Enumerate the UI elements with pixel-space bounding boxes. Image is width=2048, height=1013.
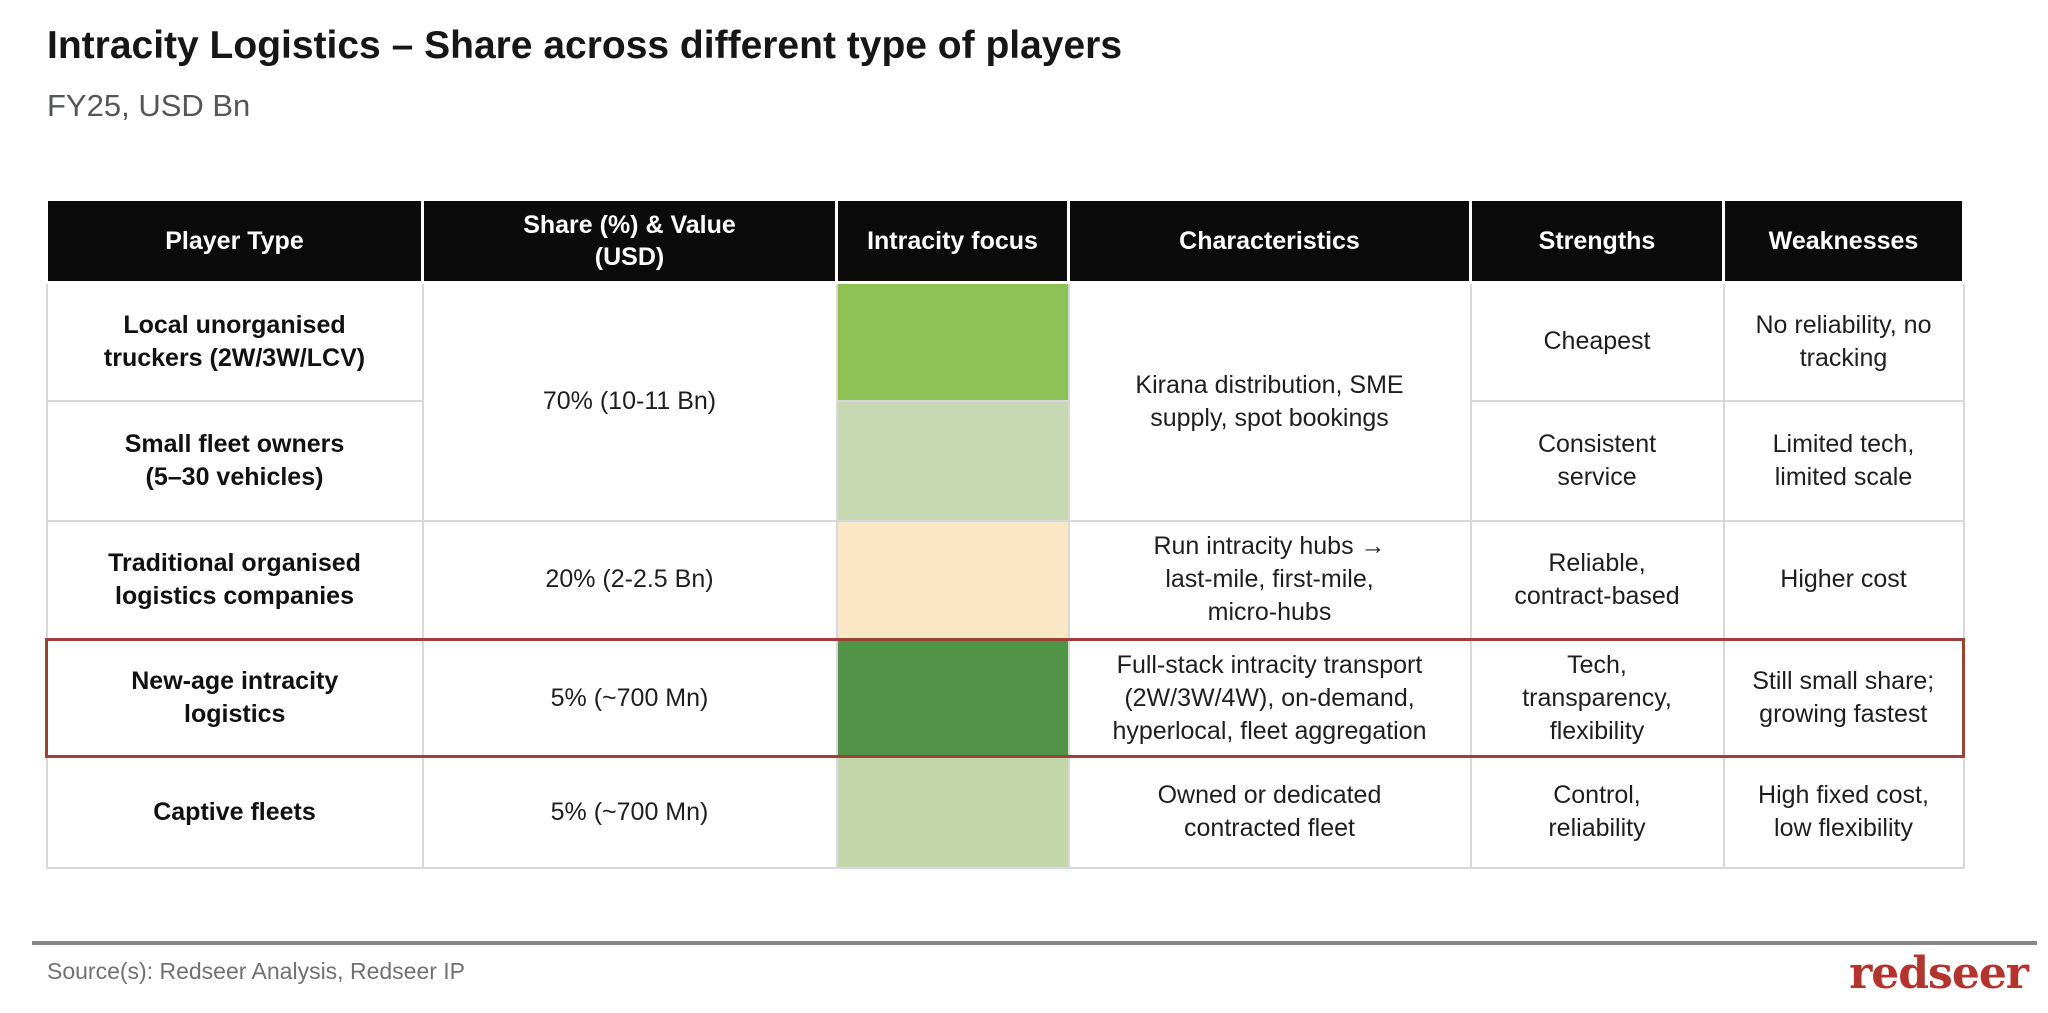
characteristics-cell: Full-stack intracity transport (2W/3W/4W… — [1067, 638, 1472, 758]
players-table: Player Type Share (%) & Value (USD) Intr… — [45, 198, 1965, 869]
page-title: Intracity Logistics – Share across diffe… — [47, 24, 1123, 67]
intracity-focus-swatch-soft-green — [835, 755, 1070, 869]
table-row-traditional-organised: Traditional organised logistics companie… — [45, 519, 1965, 641]
weaknesses-cell: No reliability, no tracking — [1722, 281, 1965, 402]
share-value-cell: 70% (10-11 Bn) — [421, 281, 838, 522]
strengths-cell: Consistent service — [1469, 399, 1725, 522]
table-header-row: Player Type Share (%) & Value (USD) Intr… — [45, 198, 1965, 284]
col-header-characteristics: Characteristics — [1067, 198, 1472, 284]
table-row-new-age-intracity-highlighted: New-age intracity logistics 5% (~700 Mn)… — [45, 638, 1965, 758]
col-header-share-value: Share (%) & Value (USD) — [421, 198, 838, 284]
intracity-focus-swatch-light-green — [835, 399, 1070, 522]
share-value-cell: 5% (~700 Mn) — [421, 638, 838, 758]
strengths-cell: Control, reliability — [1469, 755, 1725, 869]
player-type-cell: Local unorganised truckers (2W/3W/LCV) — [45, 281, 424, 402]
col-header-weaknesses: Weaknesses — [1722, 198, 1965, 284]
strengths-cell: Reliable, contract-based — [1469, 519, 1725, 641]
strengths-cell: Tech, transparency, flexibility — [1469, 638, 1725, 758]
player-type-cell: New-age intracity logistics — [45, 638, 424, 758]
intracity-focus-swatch-bright-green — [835, 281, 1070, 402]
strengths-cell: Cheapest — [1469, 281, 1725, 402]
player-type-cell: Small fleet owners (5–30 vehicles) — [45, 399, 424, 522]
player-type-cell: Traditional organised logistics companie… — [45, 519, 424, 641]
footer-divider — [32, 941, 2037, 945]
intracity-focus-swatch-cream — [835, 519, 1070, 641]
redseer-logo: redseer — [1849, 948, 2029, 999]
table-row-small-fleet-owners: Small fleet owners (5–30 vehicles) Consi… — [45, 399, 1965, 522]
characteristics-cell: Kirana distribution, SME supply, spot bo… — [1067, 281, 1472, 522]
col-header-intracity-focus: Intracity focus — [835, 198, 1070, 284]
table-row-local-unorganised-truckers: Local unorganised truckers (2W/3W/LCV) 7… — [45, 281, 1965, 522]
table-row-captive-fleets: Captive fleets 5% (~700 Mn) Owned or ded… — [45, 755, 1965, 869]
share-value-cell: 5% (~700 Mn) — [421, 755, 838, 869]
share-value-cell: 20% (2-2.5 Bn) — [421, 519, 838, 641]
col-header-player-type: Player Type — [45, 198, 424, 284]
characteristics-cell: Run intracity hubs → last-mile, first-mi… — [1067, 519, 1472, 641]
source-note: Source(s): Redseer Analysis, Redseer IP — [47, 958, 466, 984]
weaknesses-cell: High fixed cost, low flexibility — [1722, 755, 1965, 869]
col-header-strengths: Strengths — [1469, 198, 1725, 284]
intracity-focus-swatch-dark-green — [835, 638, 1070, 758]
weaknesses-cell: Still small share; growing fastest — [1722, 638, 1965, 758]
page-subtitle: FY25, USD Bn — [47, 88, 251, 123]
weaknesses-cell: Limited tech, limited scale — [1722, 399, 1965, 522]
characteristics-cell: Owned or dedicated contracted fleet — [1067, 755, 1472, 869]
weaknesses-cell: Higher cost — [1722, 519, 1965, 641]
player-type-cell: Captive fleets — [45, 755, 424, 869]
